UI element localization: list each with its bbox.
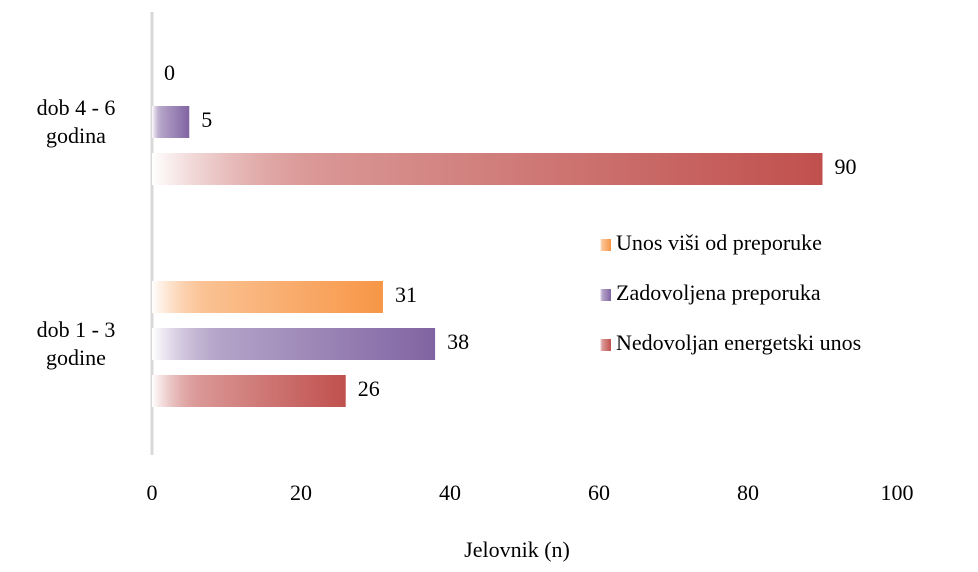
bar [152,328,436,360]
value-label: 5 [201,107,212,132]
bar [152,153,823,185]
bar [152,106,190,138]
y-tick-label: dob 1 - 3 godine [36,317,116,370]
x-tick-label: 60 [588,480,610,505]
x-tick-label: 0 [147,480,158,505]
x-tick-label: 100 [881,480,914,505]
legend-label: Unos viši od preporuke [616,230,822,255]
y-tick-label: dob 4 - 6 godina [36,95,116,148]
x-tick-label: 40 [439,480,461,505]
bar [152,375,346,407]
bar [152,281,383,313]
x-tick-label: 80 [737,480,759,505]
legend-label: Zadovoljena preporuka [616,280,821,305]
value-label: 38 [447,329,469,354]
legend-swatch [600,339,611,351]
legend-swatch [600,239,611,251]
value-label: 31 [395,282,417,307]
value-label: 90 [835,154,857,179]
value-label: 0 [164,60,175,85]
x-axis-title: Jelovnik (n) [464,537,570,562]
legend-swatch [600,289,611,301]
value-label: 26 [358,376,380,401]
x-tick-label: 20 [290,480,312,505]
legend-label: Nedovoljan energetski unos [616,330,861,355]
